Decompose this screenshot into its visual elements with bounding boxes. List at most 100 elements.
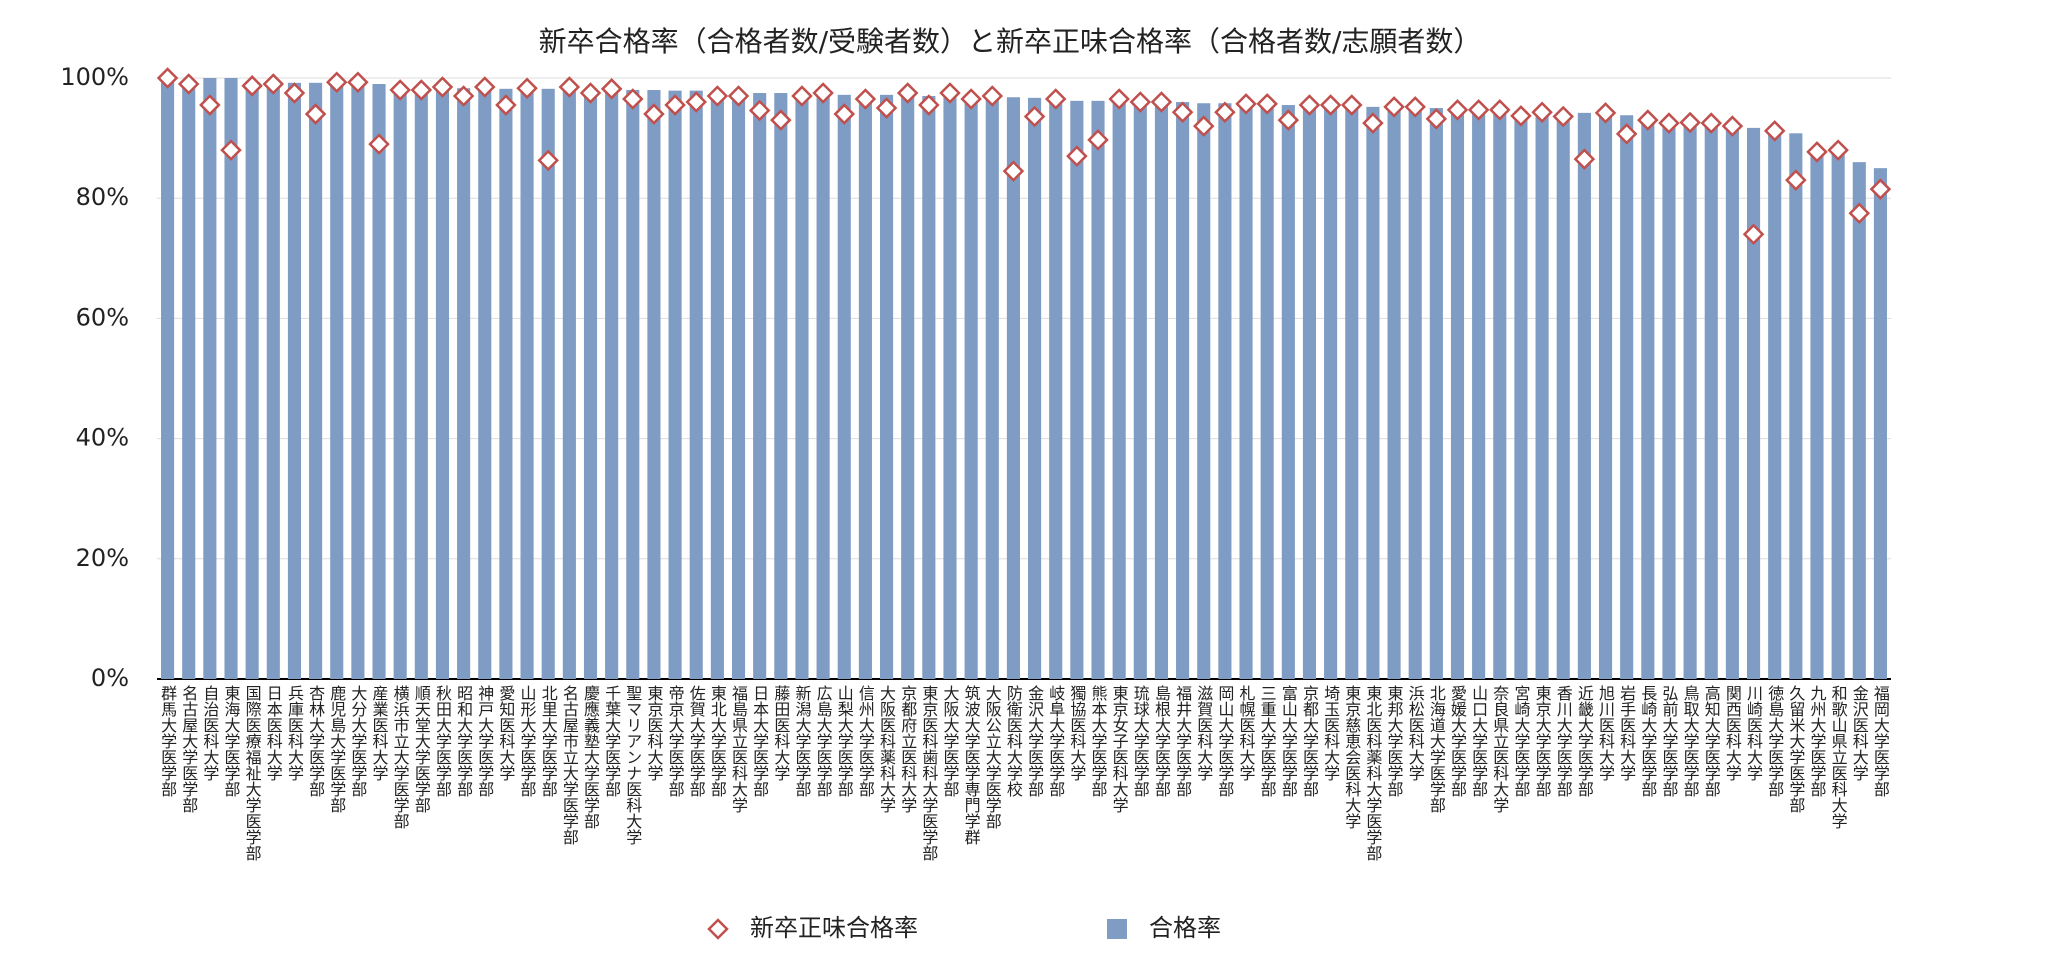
- bar: [583, 90, 598, 679]
- bar: [287, 82, 302, 680]
- marker: [1002, 160, 1025, 182]
- x-tick-label: 京都大学医学部: [1300, 685, 1319, 797]
- x-tick-label: 大阪公立大学医学部: [983, 685, 1002, 829]
- y-tick-label: 20%: [76, 544, 129, 572]
- bar: [1598, 113, 1613, 680]
- marker: [347, 71, 369, 93]
- marker: [1489, 99, 1511, 121]
- marker: [220, 139, 242, 161]
- x-tick-label: 滋賀医科大学: [1194, 685, 1213, 781]
- marker: [706, 85, 729, 107]
- bar: [1577, 112, 1591, 679]
- x-tick-label: 神戸大学医学部: [475, 685, 494, 797]
- x-tick-label: 東北大学医学部: [708, 685, 727, 797]
- marker: [1806, 141, 1828, 163]
- bar: [1831, 150, 1845, 679]
- x-tick-label: 近畿大学医学部: [1575, 685, 1594, 797]
- marker: [1679, 111, 1701, 134]
- bar: [816, 94, 830, 680]
- x-tick-label: 自治医科大学: [200, 685, 219, 781]
- bar: [1852, 162, 1866, 679]
- marker: [1637, 109, 1659, 131]
- x-tick-label: 広島大学医学部: [814, 685, 833, 797]
- x-tick-label: 名古屋市立大学医学部: [560, 685, 579, 845]
- bar: [1302, 105, 1317, 680]
- bar: [1260, 104, 1274, 680]
- x-tick-label: 久留米大学医学部: [1786, 685, 1805, 813]
- marker: [199, 94, 221, 116]
- marker: [1785, 169, 1807, 191]
- x-tick-label: 富山大学医学部: [1279, 685, 1298, 797]
- marker: [1277, 109, 1300, 131]
- x-tick-label: 山梨大学医学部: [835, 685, 854, 797]
- marker: [537, 149, 559, 172]
- x-tick-label: 北里大学医学部: [539, 685, 558, 797]
- marker: [1848, 202, 1871, 224]
- marker: [1023, 105, 1046, 128]
- marker: [1742, 223, 1765, 246]
- bar: [731, 91, 746, 679]
- bar: [710, 91, 724, 679]
- bar: [879, 94, 894, 679]
- bar: [689, 90, 703, 680]
- bar: [1366, 106, 1380, 679]
- bar: [1873, 168, 1887, 679]
- marker: [918, 94, 940, 116]
- x-tick-label: 大阪医科薬科大学: [877, 685, 896, 813]
- marker: [325, 71, 348, 93]
- marker: [1214, 101, 1236, 124]
- x-tick-label: 高知大学医学部: [1702, 685, 1721, 797]
- bar: [1768, 129, 1782, 679]
- x-tick-label: 長崎大学医学部: [1638, 685, 1657, 797]
- marker: [156, 67, 179, 89]
- x-tick-label: 愛知医科大学: [496, 685, 515, 781]
- x-tick-label: 順天堂大学医学部: [412, 685, 431, 813]
- marker: [1319, 94, 1342, 116]
- bar: [182, 81, 196, 679]
- x-tick-label: 福井大学医学部: [1173, 685, 1192, 797]
- x-tick-label: 兵庫医科大学: [285, 685, 304, 781]
- bar: [161, 78, 175, 679]
- y-tick-label: 0%: [91, 664, 129, 692]
- bar: [1535, 111, 1549, 679]
- bar: [1514, 111, 1528, 680]
- x-tick-label: 大分大学医学部: [348, 685, 367, 797]
- bar: [1746, 127, 1761, 680]
- marker: [896, 82, 919, 104]
- x-tick-label: 浜松医科大学: [1406, 685, 1425, 781]
- marker: [981, 85, 1004, 107]
- x-tick-label: 愛媛大学医学部: [1448, 685, 1467, 797]
- x-tick-label: 東京医科大学: [644, 685, 663, 781]
- bar: [414, 87, 428, 680]
- x-tick-label: 奈良県立医科大学: [1490, 685, 1509, 813]
- x-tick-label: 群馬大学医学部: [158, 685, 177, 797]
- bar: [224, 78, 238, 679]
- bar: [330, 84, 344, 679]
- x-tick-label: 金沢大学医学部: [1025, 685, 1044, 797]
- x-tick-label: 慶應義塾大学医学部: [581, 685, 600, 829]
- marker: [664, 94, 686, 116]
- bar: [1450, 108, 1465, 680]
- x-tick-label: 岩手医科大学: [1617, 685, 1636, 781]
- x-tick-label: 信州大学医学部: [856, 685, 875, 797]
- bar: [1049, 99, 1063, 679]
- bar: [541, 88, 555, 680]
- x-tick-label: 岐阜大学医学部: [1046, 685, 1065, 797]
- marker: [579, 82, 602, 104]
- marker: [1341, 94, 1363, 116]
- x-tick-label: 弘前大学医学部: [1659, 685, 1678, 797]
- marker: [791, 85, 813, 107]
- bar: [1725, 126, 1739, 679]
- bar: [1154, 102, 1169, 680]
- x-tick-label: 鳥取大学医学部: [1681, 685, 1700, 797]
- x-tick-label: 札幌医科大学: [1237, 685, 1256, 781]
- x-tick-label: 島根大学医学部: [1152, 685, 1171, 797]
- x-tick-label: 昭和大学医学部: [454, 685, 473, 797]
- bar: [626, 90, 640, 679]
- bar: [1641, 120, 1655, 679]
- marker: [1594, 102, 1617, 124]
- marker: [1129, 91, 1152, 113]
- marker: [1298, 94, 1321, 116]
- marker: [812, 82, 834, 104]
- x-tick-label: 山口大学医学部: [1469, 685, 1488, 797]
